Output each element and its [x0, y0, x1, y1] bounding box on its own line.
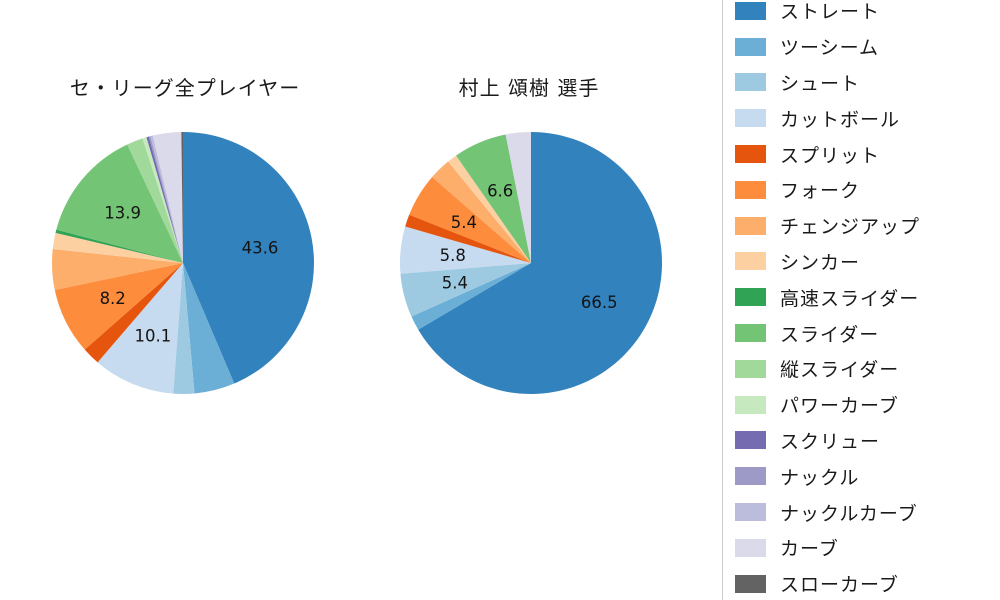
pie-slice-split — [84, 263, 183, 363]
pie-chart-league-all-players: 43.6 10.1 8.2 13.9 — [52, 132, 314, 394]
legend-swatch-knuckle-curve — [735, 503, 766, 522]
pie-slice-fork — [409, 176, 531, 263]
legend-item-straight: ストレート — [735, 0, 1000, 29]
pie-chart-murakami-shoki: 66.5 5.4 5.8 5.4 6.6 — [400, 132, 662, 394]
pie-slice-fast-slider — [55, 229, 183, 263]
legend-label: パワーカーブ — [780, 395, 899, 418]
legend-label: シンカー — [780, 251, 861, 274]
legend-label: スプリット — [780, 144, 881, 167]
pie-slice-curve — [152, 132, 183, 263]
pie-value-label: 5.4 — [442, 274, 468, 293]
pie-slice-fork — [54, 263, 184, 350]
legend-label: フォーク — [780, 180, 861, 203]
legend-label: シュート — [780, 72, 861, 95]
pie-value-label: 6.6 — [487, 182, 513, 201]
legend-swatch-sinker — [735, 252, 766, 271]
legend-item-fast-slider: 高速スライダー — [735, 279, 1000, 315]
legend-swatch-vertical-slider — [735, 359, 766, 378]
legend-swatch-screwball — [735, 431, 766, 450]
pie-slice-slider — [456, 134, 531, 263]
pie-slice-screwball — [146, 136, 183, 263]
legend: ストレートツーシームシュートカットボール スプリットフォークチェンジアップ シンカー… — [722, 0, 1000, 600]
pie-value-label: 5.8 — [440, 246, 466, 265]
legend-item-knuckle-curve: ナックルカーブ — [735, 494, 1000, 530]
pie-slice-vertical-slider — [127, 138, 183, 263]
pie-slice-changeup — [432, 161, 531, 263]
pie-value-label: 43.6 — [242, 238, 279, 257]
legend-item-cut-ball: カットボール — [735, 100, 1000, 136]
pie-slice-curve — [505, 132, 531, 263]
legend-swatch-slow-curve — [735, 574, 766, 593]
legend-item-split: スプリット — [735, 136, 1000, 172]
legend-swatch-two-seam — [735, 37, 766, 56]
legend-item-shoot: シュート — [735, 65, 1000, 101]
pie-slice-knuckle-curve — [150, 135, 183, 263]
legend-swatch-curve — [735, 538, 766, 557]
legend-item-vertical-slider: 縦スライダー — [735, 351, 1000, 387]
legend-label: チェンジアップ — [780, 216, 921, 239]
legend-swatch-slider — [735, 324, 766, 343]
legend-item-slider: スライダー — [735, 315, 1000, 351]
legend-label: スクリュー — [780, 430, 881, 453]
legend-item-fork: フォーク — [735, 172, 1000, 208]
legend-label: ストレート — [780, 1, 881, 24]
legend-label: スライダー — [780, 323, 880, 346]
legend-label: 縦スライダー — [780, 359, 900, 382]
legend-label: カットボール — [780, 108, 901, 131]
legend-item-curve: カーブ — [735, 530, 1000, 566]
legend-swatch-fast-slider — [735, 288, 766, 307]
pie-slice-changeup — [52, 249, 183, 290]
pie-slice-split — [405, 214, 531, 263]
pie-slice-two-seam — [183, 263, 235, 394]
legend-swatch-split — [735, 145, 766, 164]
legend-label: ナックル — [780, 466, 860, 489]
pie-slice-straight — [418, 132, 662, 394]
pie-slice-shoot — [400, 263, 531, 317]
pie-slice-cut-ball — [97, 263, 183, 394]
pie-slice-slow-curve — [181, 132, 183, 263]
legend-label: スローカーブ — [780, 574, 899, 597]
legend-label: 高速スライダー — [780, 287, 920, 310]
pie-value-label: 66.5 — [581, 293, 618, 312]
legend-swatch-knuckle — [735, 467, 766, 486]
pie-value-label: 10.1 — [135, 327, 172, 346]
legend-item-sinker: シンカー — [735, 244, 1000, 280]
pie-value-label: 5.4 — [451, 213, 477, 232]
pie-slice-cut-ball — [400, 226, 531, 274]
legend-item-knuckle: ナックル — [735, 458, 1000, 494]
pie-value-label: 13.9 — [104, 204, 141, 223]
pie-slice-knuckle — [148, 136, 183, 263]
legend-label: ナックルカーブ — [780, 502, 918, 525]
legend-item-slow-curve: スローカーブ — [735, 566, 1000, 600]
left-chart-title: セ・リーグ全プレイヤー — [69, 76, 301, 100]
pie-slice-slider — [56, 144, 183, 263]
pie-slice-power-curve — [142, 137, 183, 263]
pie-slice-shoot — [173, 263, 195, 394]
pie-slice-sinker — [52, 232, 183, 263]
legend-swatch-cut-ball — [735, 109, 766, 128]
legend-label: カーブ — [780, 538, 839, 561]
legend-item-two-seam: ツーシーム — [735, 29, 1000, 65]
legend-label: ツーシーム — [780, 37, 880, 60]
legend-swatch-fork — [735, 180, 766, 199]
legend-swatch-shoot — [735, 73, 766, 92]
right-chart-title: 村上 頌樹 選手 — [458, 76, 600, 100]
legend-item-power-curve: パワーカーブ — [735, 387, 1000, 423]
legend-swatch-changeup — [735, 216, 766, 235]
legend-item-changeup: チェンジアップ — [735, 208, 1000, 244]
pie-slice-two-seam — [411, 263, 531, 330]
legend-item-screwball: スクリュー — [735, 423, 1000, 459]
legend-swatch-straight — [735, 1, 766, 20]
legend-swatch-power-curve — [735, 395, 766, 414]
pie-slice-sinker — [448, 155, 531, 263]
pie-value-label: 8.2 — [100, 289, 126, 308]
pie-slice-straight — [183, 132, 314, 384]
